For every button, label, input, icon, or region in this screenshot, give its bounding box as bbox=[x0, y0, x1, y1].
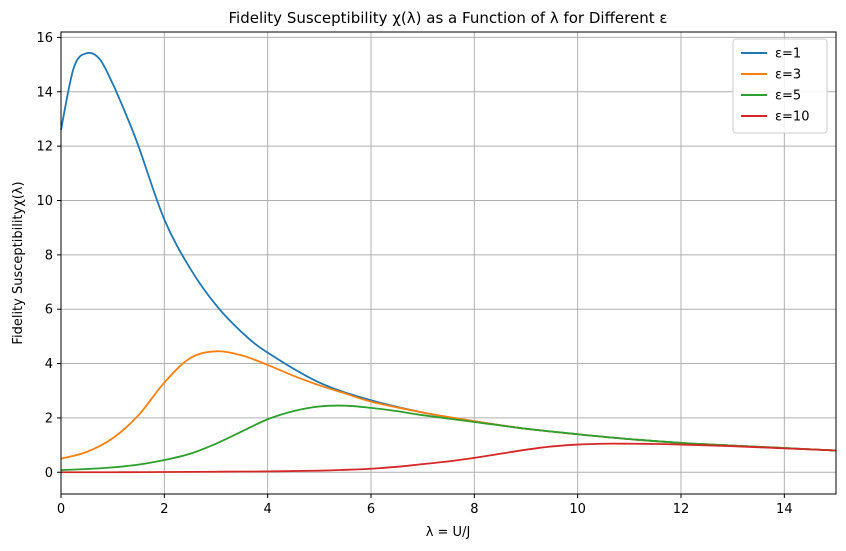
legend-entry: ε=5 bbox=[775, 89, 801, 104]
y-tick-label: 8 bbox=[45, 248, 53, 263]
x-tick-label: 2 bbox=[160, 502, 168, 517]
y-tick-label: 16 bbox=[36, 31, 53, 46]
legend: ε=1 ε=3 ε=5 ε=10 bbox=[732, 38, 828, 134]
series-line-1 bbox=[60, 51, 837, 452]
grid bbox=[60, 32, 836, 494]
y-tick-label: 12 bbox=[36, 140, 53, 155]
plot-frame bbox=[60, 31, 837, 495]
x-tick-label: 12 bbox=[673, 502, 690, 517]
series-line-4 bbox=[60, 442, 837, 474]
x-tick-label: 10 bbox=[569, 502, 586, 517]
y-tick-label: 0 bbox=[45, 466, 53, 481]
x-axis-label: λ = U/J bbox=[426, 525, 471, 540]
series-line-3 bbox=[60, 404, 837, 471]
legend-entry: ε=10 bbox=[775, 110, 809, 125]
chart-title: Fidelity Susceptibility χ(λ) as a Functi… bbox=[229, 9, 668, 27]
y-axis-label: Fidelity Susceptibilityχ(λ) bbox=[11, 181, 26, 344]
x-tick-label: 6 bbox=[367, 502, 375, 517]
x-axis-ticks: 0 2 4 6 8 10 12 14 bbox=[57, 494, 793, 517]
x-tick-label: 0 bbox=[57, 502, 65, 517]
legend-box bbox=[732, 38, 828, 134]
x-tick-label: 14 bbox=[776, 502, 793, 517]
x-tick-label: 8 bbox=[470, 502, 478, 517]
y-tick-label: 14 bbox=[36, 85, 53, 100]
series-line-2 bbox=[60, 350, 837, 460]
legend-entry: ε=1 bbox=[775, 47, 801, 62]
series-layer bbox=[60, 51, 837, 474]
y-tick-label: 2 bbox=[45, 411, 53, 426]
legend-entry: ε=3 bbox=[775, 68, 801, 83]
x-tick-label: 4 bbox=[264, 502, 272, 517]
y-tick-label: 10 bbox=[36, 194, 53, 209]
y-axis-ticks: 0 2 4 6 8 10 12 14 16 bbox=[36, 31, 61, 481]
y-tick-label: 4 bbox=[45, 357, 53, 372]
y-tick-label: 6 bbox=[45, 303, 53, 318]
